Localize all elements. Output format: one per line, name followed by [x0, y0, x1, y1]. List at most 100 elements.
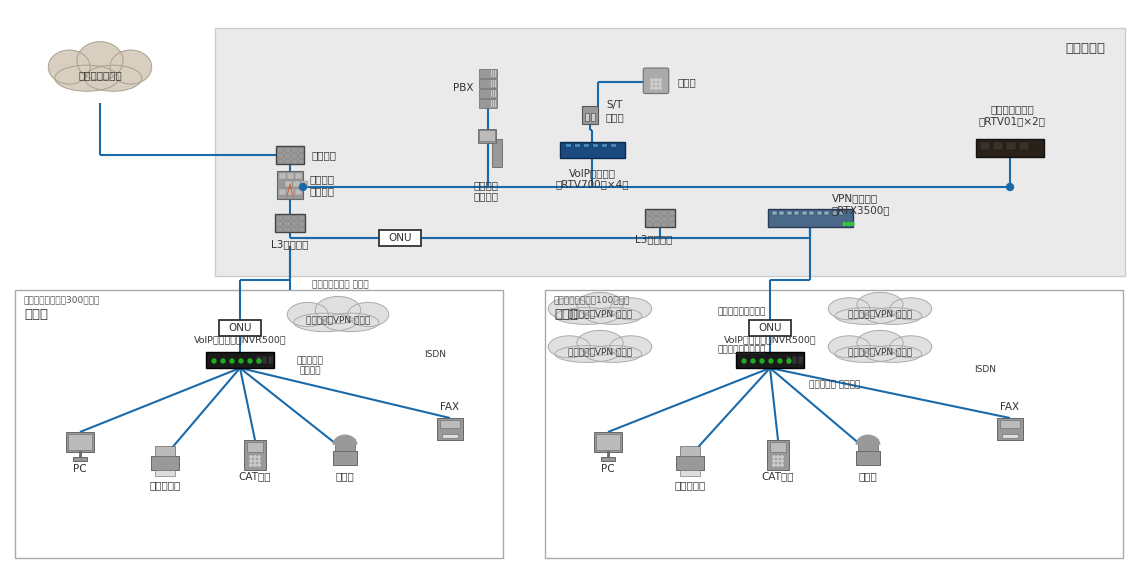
FancyBboxPatch shape: [601, 143, 606, 147]
FancyBboxPatch shape: [998, 418, 1023, 440]
Ellipse shape: [610, 336, 652, 358]
Circle shape: [258, 456, 260, 458]
FancyBboxPatch shape: [660, 210, 667, 214]
Circle shape: [659, 79, 661, 82]
FancyBboxPatch shape: [298, 146, 303, 152]
Circle shape: [777, 359, 782, 363]
Text: PC: PC: [601, 464, 614, 474]
Ellipse shape: [834, 345, 898, 363]
Text: コナカ本社: コナカ本社: [1065, 42, 1105, 55]
FancyBboxPatch shape: [816, 211, 822, 215]
Circle shape: [651, 83, 653, 86]
Ellipse shape: [577, 292, 624, 317]
FancyBboxPatch shape: [785, 356, 791, 364]
FancyBboxPatch shape: [291, 158, 296, 164]
Text: フレッツ光 ネクスト: フレッツ光 ネクスト: [809, 380, 861, 389]
Circle shape: [659, 87, 661, 89]
FancyBboxPatch shape: [73, 457, 87, 461]
Text: L3スイッチ: L3スイッチ: [271, 239, 309, 249]
Text: 各店舗: 各店舗: [554, 308, 578, 321]
Ellipse shape: [577, 331, 624, 355]
Circle shape: [781, 460, 783, 462]
FancyBboxPatch shape: [770, 442, 785, 452]
FancyBboxPatch shape: [592, 143, 597, 147]
FancyBboxPatch shape: [15, 290, 503, 558]
Circle shape: [850, 222, 854, 226]
FancyBboxPatch shape: [285, 181, 292, 187]
FancyBboxPatch shape: [856, 451, 880, 465]
Circle shape: [258, 460, 260, 462]
FancyBboxPatch shape: [298, 221, 304, 226]
FancyBboxPatch shape: [772, 211, 776, 215]
FancyBboxPatch shape: [293, 181, 300, 187]
FancyBboxPatch shape: [333, 451, 357, 465]
Text: 遠隔監視
サーバー: 遠隔監視 サーバー: [473, 180, 498, 202]
Ellipse shape: [548, 298, 591, 320]
FancyBboxPatch shape: [284, 158, 290, 164]
Circle shape: [776, 464, 780, 466]
FancyBboxPatch shape: [1002, 434, 1018, 438]
Text: フレッツ・VPN ゲート: フレッツ・VPN ゲート: [306, 316, 370, 325]
Text: フレッツ光
ネクスト: フレッツ光 ネクスト: [296, 356, 324, 376]
FancyBboxPatch shape: [653, 222, 660, 226]
FancyBboxPatch shape: [736, 352, 804, 368]
Text: プリンター: プリンター: [675, 480, 706, 490]
Text: 電話機: 電話機: [678, 77, 697, 87]
FancyBboxPatch shape: [858, 439, 878, 451]
Ellipse shape: [555, 345, 619, 363]
Ellipse shape: [48, 50, 90, 84]
FancyBboxPatch shape: [378, 230, 421, 246]
Circle shape: [654, 87, 658, 89]
Ellipse shape: [76, 42, 123, 80]
FancyBboxPatch shape: [291, 153, 296, 157]
Text: ISDN: ISDN: [424, 350, 446, 359]
Circle shape: [254, 464, 256, 466]
FancyBboxPatch shape: [749, 320, 791, 336]
Text: 東日本エリア（約300店舗）: 東日本エリア（約300店舗）: [24, 295, 100, 304]
Circle shape: [254, 456, 256, 458]
FancyBboxPatch shape: [596, 434, 620, 450]
Circle shape: [300, 184, 307, 190]
FancyBboxPatch shape: [298, 158, 303, 164]
Text: ONU: ONU: [758, 323, 782, 333]
FancyBboxPatch shape: [653, 215, 660, 221]
FancyBboxPatch shape: [291, 146, 296, 152]
FancyBboxPatch shape: [1019, 142, 1029, 150]
FancyBboxPatch shape: [583, 143, 588, 147]
Text: プリンター: プリンター: [149, 480, 180, 490]
FancyBboxPatch shape: [262, 356, 267, 364]
Text: インターネット: インターネット: [79, 70, 122, 80]
Text: FAX: FAX: [1001, 402, 1019, 412]
FancyBboxPatch shape: [150, 456, 179, 470]
Text: 東西接続オプション: 東西接続オプション: [718, 307, 766, 316]
Text: 西日本エリア（約100店舗）: 西日本エリア（約100店舗）: [554, 295, 630, 304]
FancyBboxPatch shape: [206, 352, 274, 368]
Ellipse shape: [548, 336, 591, 358]
Circle shape: [776, 456, 780, 458]
FancyBboxPatch shape: [594, 432, 622, 452]
FancyBboxPatch shape: [277, 153, 283, 157]
Circle shape: [842, 222, 846, 226]
Text: ビジネスイーサ ワイド: ビジネスイーサ ワイド: [311, 280, 368, 289]
Text: PBX: PBX: [454, 83, 474, 93]
FancyBboxPatch shape: [279, 189, 286, 195]
FancyBboxPatch shape: [839, 211, 844, 215]
Text: CAT端末: CAT端末: [762, 471, 795, 481]
Ellipse shape: [585, 308, 642, 324]
FancyBboxPatch shape: [283, 221, 290, 226]
FancyBboxPatch shape: [244, 440, 266, 470]
Text: 電話機: 電話機: [858, 471, 878, 481]
Text: フレッツ・VPN ワイド: フレッツ・VPN ワイド: [568, 348, 632, 356]
FancyBboxPatch shape: [155, 470, 176, 476]
FancyBboxPatch shape: [976, 139, 1044, 157]
Circle shape: [773, 456, 775, 458]
FancyBboxPatch shape: [792, 356, 797, 364]
Text: ルーター: ルーター: [312, 150, 337, 160]
Text: 東西接続オプション: 東西接続オプション: [718, 345, 766, 355]
FancyBboxPatch shape: [801, 211, 806, 215]
FancyBboxPatch shape: [478, 129, 496, 143]
Ellipse shape: [610, 298, 652, 320]
Circle shape: [659, 83, 661, 86]
Ellipse shape: [585, 345, 642, 363]
Circle shape: [773, 464, 775, 466]
